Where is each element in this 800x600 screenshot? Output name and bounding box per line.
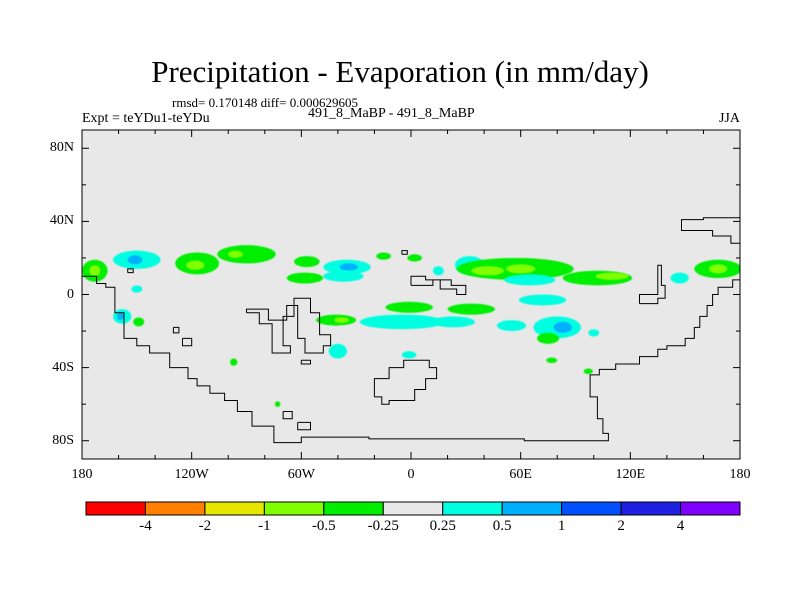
anomaly-region-36 [431,316,475,328]
colorbar-swatch-4 [323,501,384,516]
y-tick-label: 80N [49,140,74,156]
colorbar-level-label: 4 [676,518,685,534]
x-tick-label: 60W [287,467,315,482]
colorbar-swatch-6 [442,501,503,516]
map-background [82,130,740,459]
y-tick-label: 40S [52,359,74,375]
anomaly-region-1 [89,265,101,277]
anomaly-region-43 [401,351,417,359]
anomaly-region-44 [546,357,558,364]
anomaly-layer [82,245,740,407]
anomaly-region-19 [432,266,444,276]
anomaly-region-18 [506,264,536,274]
y-tick-label: 80S [52,432,74,448]
colorbar-level-label: -4 [139,518,152,534]
colorbar-swatch-5 [382,501,444,516]
experiment-label: Expt = teYDu1-teYDu [82,111,210,126]
coastline-12 [401,250,408,255]
colorbar-level-label: -0.5 [311,518,336,534]
coastline-2 [639,264,666,305]
anomaly-region-40 [537,332,560,344]
coastline-1 [681,217,740,244]
colorbar-swatch-8 [561,501,622,516]
colorbar-swatch-9 [620,501,682,516]
colorbar-level-label: -2 [198,518,212,534]
y-tick-label: 40N [49,213,74,229]
anomaly-region-12 [323,270,364,282]
colorbar-swatch-2 [204,501,265,516]
colorbar [85,501,741,516]
colorbar-level-label: 0.25 [429,518,456,534]
x-tick-label: 180 [71,467,93,482]
x-tick-label: 120W [174,467,209,482]
y-tick-label: 0 [67,286,74,302]
anomaly-region-45 [230,358,238,366]
anomaly-region-22 [595,272,629,280]
anomaly-region-10 [339,263,358,271]
colorbar-level-label: -0.25 [367,518,399,534]
anomaly-region-17 [471,266,505,276]
rmsd-diff-stats: rmsd= 0.170148 diff= 0.000629605 [172,95,358,110]
x-tick-label: 60E [509,467,532,482]
anomaly-region-7 [228,250,243,258]
anomaly-region-46 [583,368,593,375]
anomaly-region-11 [286,272,324,284]
colorbar-swatch-7 [501,501,563,516]
colorbar-level-label: 2 [617,518,625,534]
tick-layer [81,130,741,459]
anomaly-region-47 [274,401,281,407]
anomaly-region-13 [376,252,391,260]
anomaly-region-26 [131,285,143,293]
anomaly-region-20 [504,274,556,286]
anomaly-region-6 [217,245,276,264]
coastline-10 [282,411,293,420]
coastline-layer [82,217,740,444]
anomaly-region-34 [518,294,567,306]
coastline-5 [246,297,332,354]
anomaly-region-33 [447,303,496,315]
coastline-6 [172,326,180,334]
anomaly-region-28 [116,312,125,321]
anomaly-region-31 [334,317,349,323]
coastline-8 [300,359,311,365]
x-tick-label: 120E [615,467,646,482]
colorbar-swatch-0 [85,501,146,516]
anomaly-region-8 [294,256,320,268]
coastline-0 [82,275,740,444]
colorbar-swatch-10 [680,501,741,516]
x-tick-label: 180 [729,467,751,482]
anomaly-region-32 [385,301,433,313]
anomaly-region-14 [407,254,422,262]
anomaly-region-35 [359,314,444,330]
coastline-4 [410,275,467,295]
coastline-11 [297,421,311,431]
map-frame [81,129,741,460]
coastline-3 [127,268,134,274]
anomaly-region-41 [588,329,600,337]
season-label: JJA [718,111,740,126]
anomaly-region-37 [496,320,527,332]
anomaly-region-42 [328,343,348,359]
anomaly-region-3 [127,255,143,265]
colorbar-swatch-3 [263,501,325,516]
colorbar-level-label: 1 [557,518,566,534]
anomaly-region-23 [670,272,689,284]
anomaly-region-25 [708,264,728,274]
colorbar-swatch-1 [144,501,206,516]
coastline-7 [182,337,193,347]
anomaly-region-39 [553,321,572,333]
anomaly-region-29 [133,317,145,327]
colorbar-level-label: -1 [258,518,271,534]
anomaly-region-5 [186,260,205,270]
coastline-9 [373,359,438,405]
chart-title: Precipitation - Evaporation (in mm/day) [151,54,649,89]
x-tick-label: 0 [407,467,415,482]
case-label: 491_8_MaBP - 491_8_MaBP [308,106,475,121]
colorbar-level-label: 0.5 [492,518,512,534]
